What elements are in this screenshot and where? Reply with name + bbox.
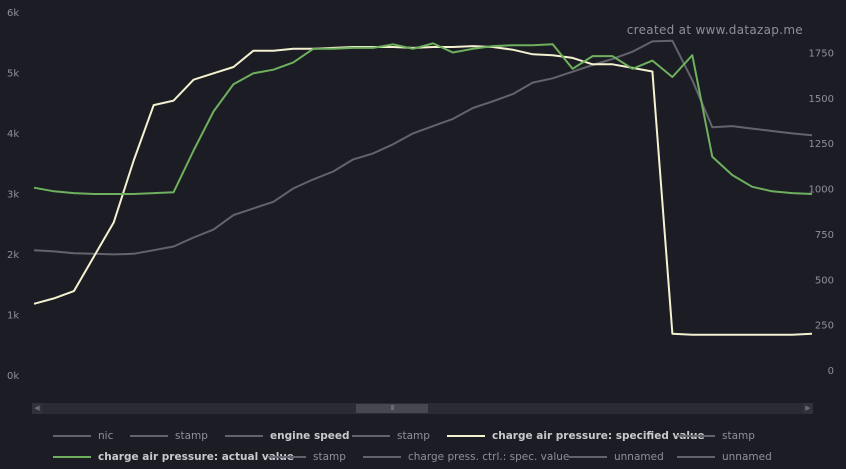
legend-label: charge press. ctrl.: spec. value (408, 451, 570, 463)
right-axis-tick-label: 1750 (809, 48, 834, 59)
legend-item[interactable]: engine speed (225, 425, 350, 447)
right-axis-tick-label: 1000 (809, 185, 834, 196)
left-axis-tick-label: 1k (7, 311, 19, 322)
legend-item[interactable]: charge air pressure: actual value (53, 446, 294, 468)
legend-label: nic (98, 430, 114, 442)
legend-swatch (268, 456, 306, 458)
legend-swatch (447, 435, 485, 437)
legend-label: charge air pressure: specified value (492, 430, 705, 442)
right-axis-tick-label: 750 (815, 230, 834, 241)
series-line-charge-air-pressure-actual-value[interactable] (33, 42, 813, 195)
left-axis-tick-label: 6k (7, 8, 19, 19)
left-axis-tick-label: 4k (7, 129, 19, 140)
chart-legend: nic stamp engine speed stamp charge air pres… (0, 425, 846, 469)
right-axis-tick-label: 1250 (809, 139, 834, 150)
legend-label: unnamed (722, 451, 772, 463)
legend-label: engine speed (270, 430, 350, 442)
legend-swatch (363, 456, 401, 458)
chart-scrollbar[interactable]: ◀ III ▶ (32, 403, 813, 414)
legend-label: stamp (722, 430, 755, 442)
legend-label: unnamed (614, 451, 664, 463)
left-axis-tick-label: 5k (7, 69, 19, 80)
legend-item[interactable]: unnamed (569, 446, 664, 468)
right-axis: 0 250 500 750 1000 1250 1500 1750 (809, 48, 834, 377)
legend-label: charge air pressure: actual value (98, 451, 294, 463)
legend-label: stamp (397, 430, 430, 442)
legend-item[interactable]: unnamed (677, 446, 772, 468)
scroll-right-arrow-icon[interactable]: ▶ (803, 403, 813, 414)
scroll-thumb[interactable]: III (356, 404, 428, 413)
legend-item[interactable]: stamp (352, 425, 430, 447)
right-axis-tick-label: 0 (828, 366, 834, 377)
legend-swatch (130, 435, 168, 437)
left-axis: 0k 1k 2k 3k 4k 5k 6k (7, 8, 19, 382)
legend-swatch (677, 435, 715, 437)
left-axis-tick-label: 0k (7, 371, 19, 382)
right-axis-tick-label: 250 (815, 321, 834, 332)
legend-swatch (53, 435, 91, 437)
scroll-left-arrow-icon[interactable]: ◀ (32, 403, 42, 414)
legend-swatch (352, 435, 390, 437)
legend-swatch (225, 435, 263, 437)
right-axis-tick-label: 1500 (809, 94, 834, 105)
series-line-engine-speed[interactable] (33, 39, 813, 256)
chart-area: 0k 1k 2k 3k 4k 5k 6k 0 250 500 750 1000 1250 1500 175… (7, 8, 834, 382)
left-axis-tick-label: 2k (7, 250, 19, 261)
series-layer (33, 39, 813, 336)
legend-swatch (569, 456, 607, 458)
legend-item[interactable]: charge air pressure: specified value (447, 425, 705, 447)
legend-swatch (53, 456, 91, 458)
watermark-text: created at www.datazap.me (627, 23, 803, 37)
series-line-charge-air-pressure-specified-value[interactable] (33, 45, 813, 336)
legend-item[interactable]: stamp (677, 425, 755, 447)
legend-label: stamp (313, 451, 346, 463)
legend-item[interactable]: stamp (268, 446, 346, 468)
left-axis-tick-label: 3k (7, 190, 19, 201)
legend-label: stamp (175, 430, 208, 442)
legend-item[interactable]: nic (53, 425, 113, 447)
legend-swatch (677, 456, 715, 458)
legend-item[interactable]: charge press. ctrl.: spec. value (363, 446, 569, 468)
legend-item[interactable]: stamp (130, 425, 208, 447)
right-axis-tick-label: 500 (815, 275, 834, 286)
